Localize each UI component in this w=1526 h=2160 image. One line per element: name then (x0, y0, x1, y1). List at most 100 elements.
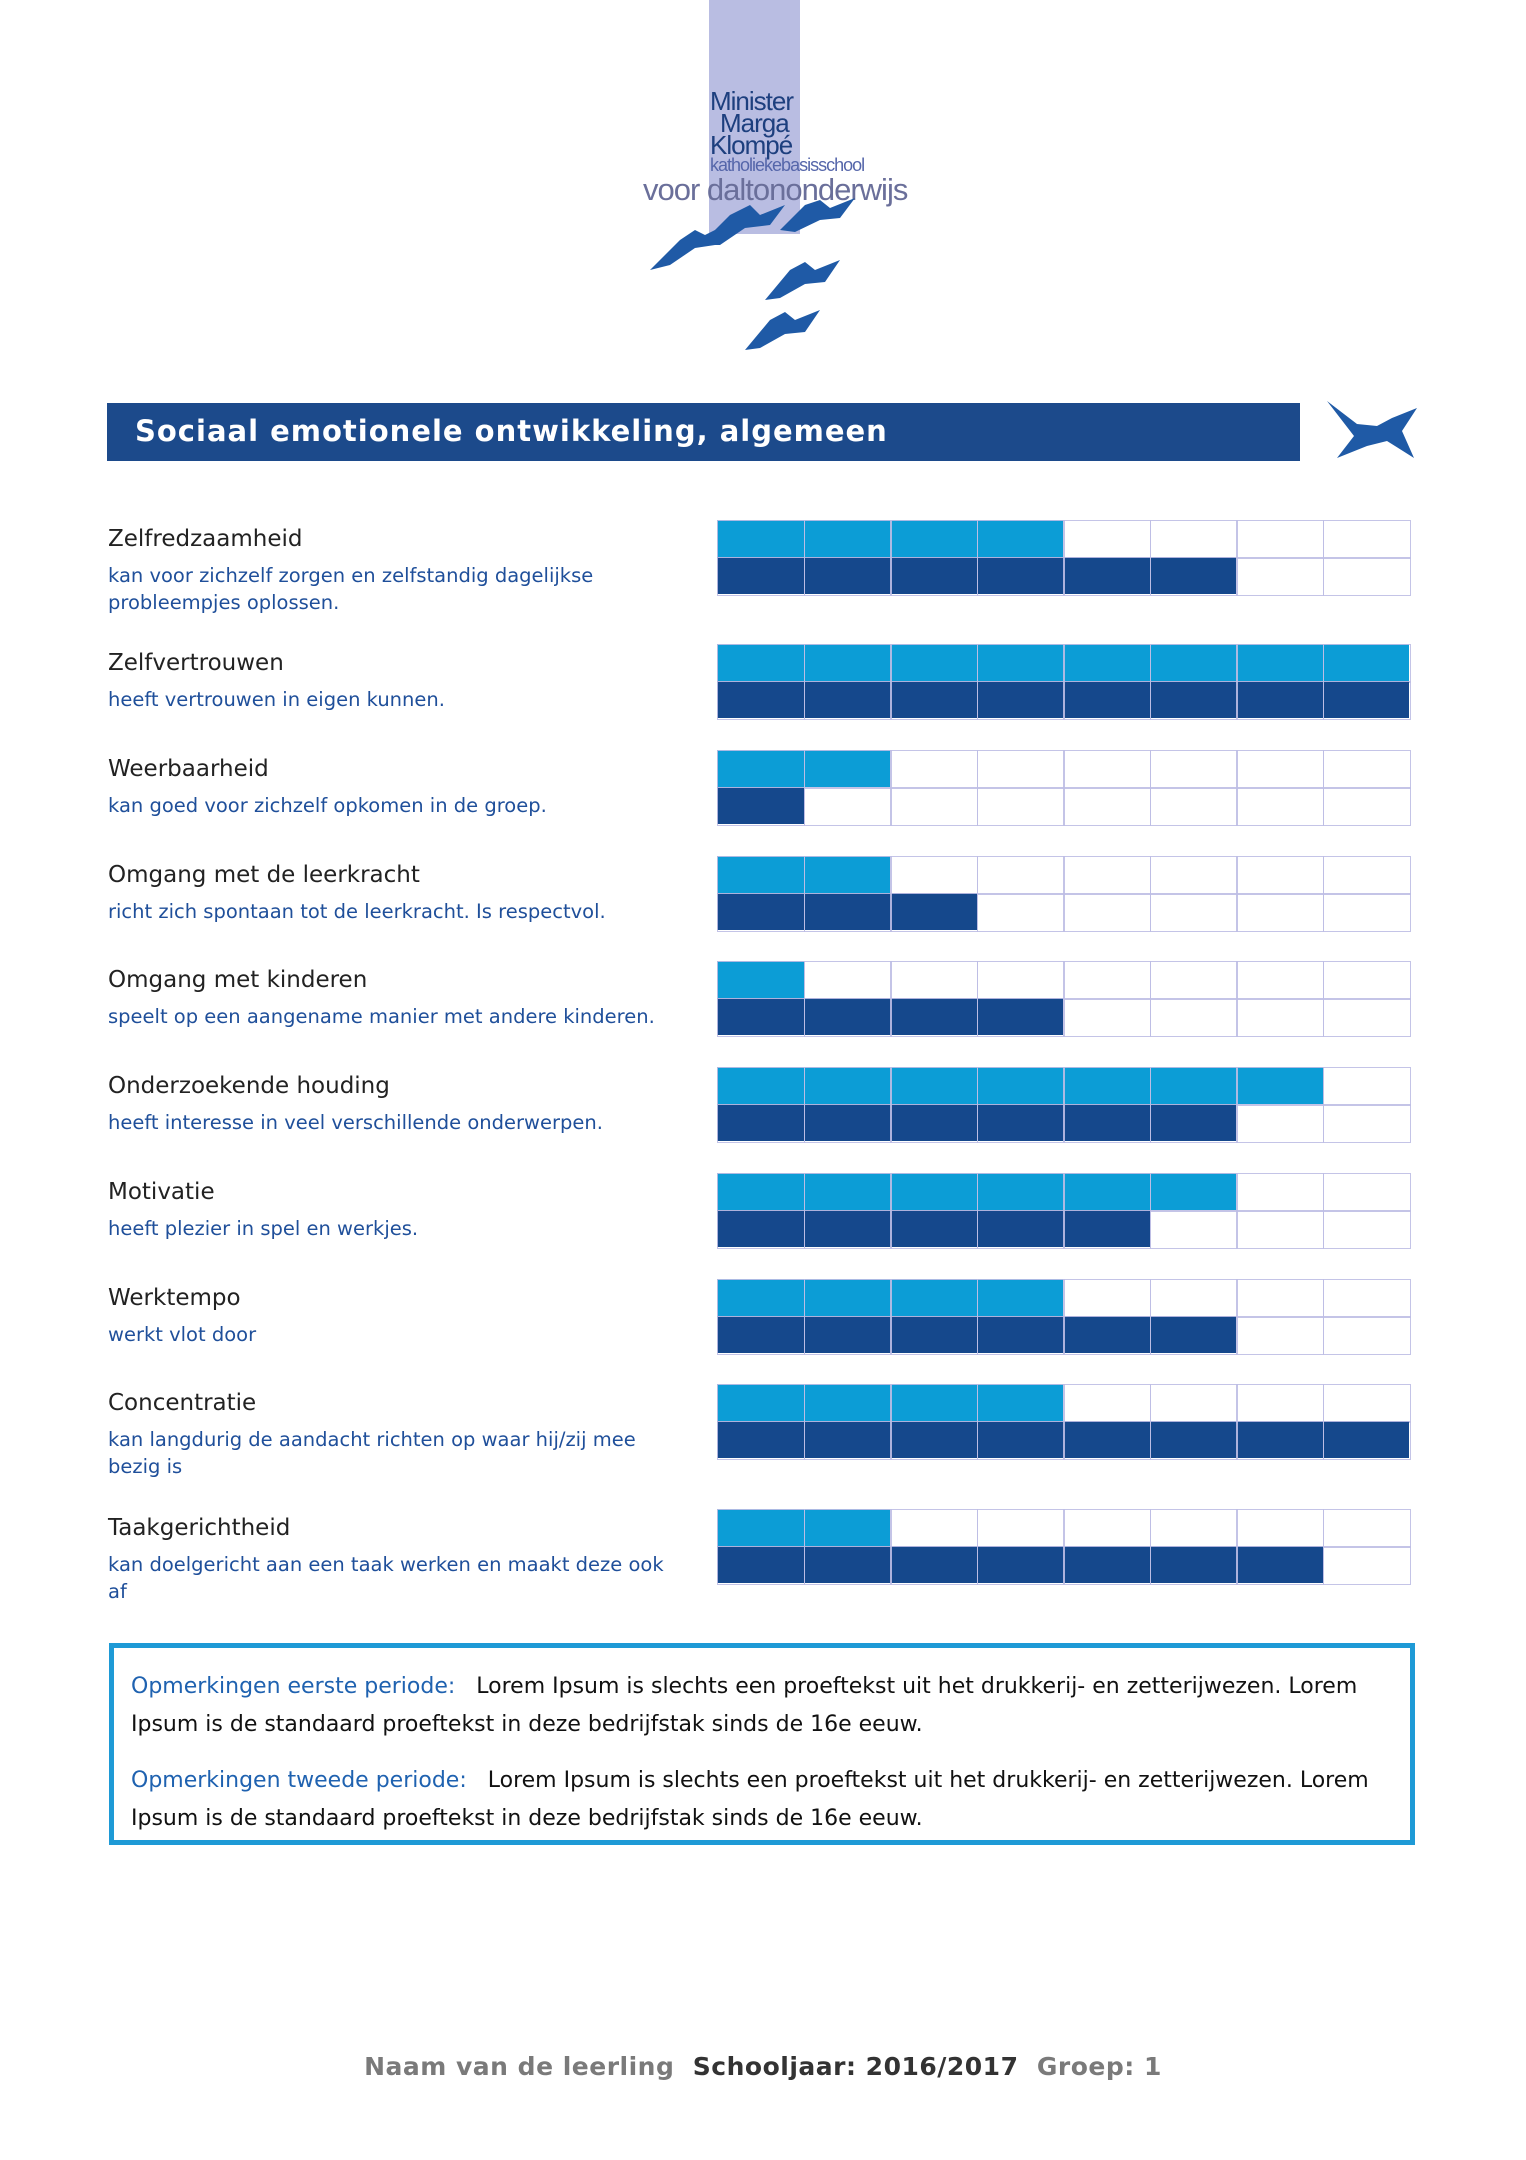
grid-cell (976, 644, 1065, 683)
grid-cell (890, 750, 978, 789)
grid-cell (1236, 681, 1324, 720)
grid-cell (803, 681, 892, 720)
grid-cell (890, 1384, 978, 1423)
grid-cell (717, 1384, 805, 1423)
grid-cell (1063, 1316, 1151, 1355)
grid-cell (1063, 893, 1151, 932)
grid-cell (1149, 1316, 1238, 1355)
grid-cell (1236, 893, 1324, 932)
grid-cell (1236, 750, 1324, 789)
remark: Opmerkingen eerste periode: Lorem Ipsum … (131, 1668, 1393, 1744)
logo-band (709, 0, 800, 234)
item-label: Taakgerichtheid (108, 1515, 291, 1541)
grid-cell (803, 856, 892, 895)
remark-label: Opmerkingen tweede periode: (131, 1768, 467, 1793)
remark-text: Lorem Ipsum is slechts een proeftekst ui… (131, 1768, 1369, 1831)
grid-cell (1236, 1316, 1324, 1355)
section-title: Sociaal emotionele ontwikkeling, algemee… (135, 414, 888, 448)
grid-cell (890, 681, 978, 720)
grid-cell (1322, 856, 1411, 895)
grid-cell (1149, 1104, 1238, 1143)
grid-cell (890, 520, 978, 559)
grid-cell (803, 1173, 892, 1212)
grid-cell (890, 1509, 978, 1548)
grid-cell (1063, 1509, 1151, 1548)
grid-cell (976, 681, 1065, 720)
item-description: heeft vertrouwen in eigen kunnen. (108, 688, 445, 711)
item-description: kan goed voor zichzelf opkomen in de gro… (108, 794, 547, 817)
grid-cell (1236, 557, 1324, 596)
grid-cell (1322, 681, 1411, 720)
grid-cell (803, 1316, 892, 1355)
grid-cell (1063, 998, 1151, 1037)
grid-cell (976, 961, 1065, 1000)
grid-cell (1236, 1509, 1324, 1548)
grid-cell (803, 1509, 892, 1548)
grid-cell (1322, 1104, 1411, 1143)
grid-cell (1322, 998, 1411, 1037)
grid-cell (1063, 856, 1151, 895)
grid-cell (1063, 681, 1151, 720)
logo-text: Klompé (710, 130, 793, 160)
item-description: richt zich spontaan tot de leerkracht. I… (108, 900, 606, 923)
item-label: Werktempo (108, 1285, 241, 1311)
grid-cell (976, 856, 1065, 895)
grid-cell (1063, 1067, 1151, 1106)
grid-cell (976, 1509, 1065, 1548)
grid-cell (1322, 1509, 1411, 1548)
grid-cell (1236, 644, 1324, 683)
grid-cell (1149, 1173, 1238, 1212)
grid-cell (890, 1546, 978, 1585)
grid-cell (976, 998, 1065, 1037)
grid-cell (890, 961, 978, 1000)
grid-cell (717, 1173, 805, 1212)
grid-cell (1063, 1104, 1151, 1143)
grid-cell (803, 644, 892, 683)
grid-cell (717, 1421, 805, 1460)
grid-cell (803, 1104, 892, 1143)
grid-cell (717, 1546, 805, 1585)
logo-text: katholieke basisschool (710, 155, 865, 175)
grid-cell (890, 1421, 978, 1460)
header-bird (1327, 401, 1417, 458)
grid-cell (1149, 1279, 1238, 1318)
footer-name: Naam van de leerling (364, 2052, 675, 2081)
grid-cell (1149, 644, 1238, 683)
rating-bar (717, 961, 804, 998)
grid-cell (717, 681, 805, 720)
grid-cell (976, 893, 1065, 932)
grid-cell (717, 1104, 805, 1143)
grid-cell (717, 1509, 805, 1548)
grid-cell (717, 856, 805, 895)
grid-cell (1322, 520, 1411, 559)
grid-cell (1149, 681, 1238, 720)
grid-cell (803, 1384, 892, 1423)
grid-cell (1063, 787, 1151, 826)
grid-cell (1236, 1421, 1324, 1460)
grid-cell (1149, 1421, 1238, 1460)
item-label: Weerbaarheid (108, 756, 269, 782)
grid-cell (1322, 1546, 1411, 1585)
grid-cell (803, 1210, 892, 1249)
grid-cell (1149, 1384, 1238, 1423)
grid-cell (1063, 750, 1151, 789)
item-description: heeft plezier in spel en werkjes. (108, 1217, 419, 1240)
item-description: werkt vlot door (108, 1323, 257, 1346)
grid-cell (1149, 1210, 1238, 1249)
item-label: Zelfredzaamheid (108, 526, 303, 552)
grid-cell (976, 1384, 1065, 1423)
grid-cell (976, 520, 1065, 559)
grid-cell (1149, 998, 1238, 1037)
grid-cell (1236, 1067, 1324, 1106)
grid-cell (890, 787, 978, 826)
grid-cell (1322, 961, 1411, 1000)
remark-label: Opmerkingen eerste periode: (131, 1674, 456, 1699)
grid-cell (1322, 787, 1411, 826)
item-label: Omgang met de leerkracht (108, 862, 420, 888)
grid-cell (976, 1210, 1065, 1249)
grid-cell (717, 520, 805, 559)
item-label: Motivatie (108, 1179, 215, 1205)
grid-cell (1149, 1067, 1238, 1106)
grid-cell (1063, 1210, 1151, 1249)
